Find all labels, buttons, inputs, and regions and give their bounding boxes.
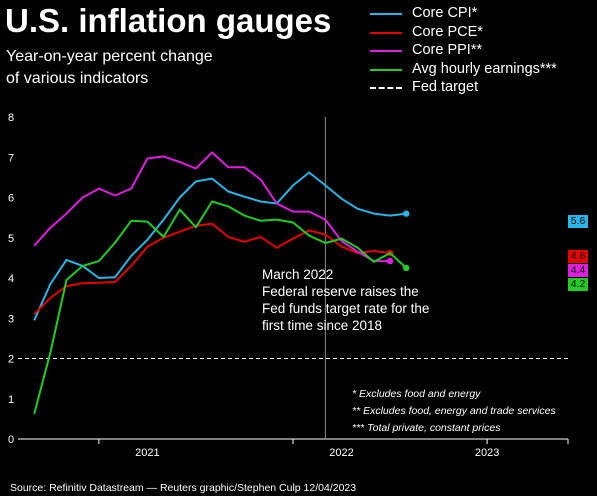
- y-tick-label: 2: [8, 354, 14, 366]
- annotation-line-3: Fed funds target rate for the: [262, 301, 430, 316]
- legend-swatch-core-ppi: [370, 50, 402, 52]
- legend-item-core-cpi: Core CPI*: [370, 5, 597, 23]
- series-end-marker-avg-hourly-earnings: [403, 264, 410, 272]
- x-tick-label: 2023: [475, 447, 499, 459]
- series-line-core-pce: [33, 222, 391, 315]
- y-tick-label: 4: [8, 273, 14, 285]
- legend-item-fed-target: Fed target: [370, 79, 597, 97]
- legend-item-core-ppi: Core PPI**: [370, 42, 597, 60]
- end-value-badge-core-pce: 4.6: [568, 250, 588, 263]
- legend-swatch-core-pce: [370, 31, 402, 34]
- legend-label-core-pce: Core PCE*: [412, 23, 483, 40]
- chart-title: U.S. inflation gauges: [5, 2, 332, 39]
- series-end-marker-core-cpi: [403, 210, 410, 217]
- y-tick-label: 8: [8, 112, 14, 124]
- rate-hike-annotation: March 2022 Federal reserve raises the Fe…: [262, 266, 429, 334]
- series-end-marker-core-ppi: [386, 257, 394, 265]
- source-credit: Source: Refinitiv Datastream — Reuters g…: [10, 482, 357, 494]
- legend-swatch-core-cpi: [370, 13, 402, 15]
- annotation-line-1: March 2022: [262, 267, 334, 282]
- series-line-core-cpi: [33, 171, 407, 321]
- end-value-badge-avg-hourly-earnings: 4.2: [568, 278, 588, 291]
- legend-item-avg-hourly-earnings: Avg hourly earnings***: [370, 61, 597, 79]
- y-tick-label: 3: [8, 313, 14, 325]
- legend-label-core-ppi: Core PPI**: [412, 42, 483, 58]
- end-value-badge-core-ppi: 4.4: [568, 264, 588, 277]
- legend-item-core-pce: Core PCE*: [370, 24, 597, 42]
- axis-layer: 0 1 2 3 4 5 6 7 8 2021 2022 2023: [8, 112, 569, 459]
- x-tick-label: 2022: [329, 447, 353, 459]
- footnote-3: *** Total private, constant prices: [352, 422, 501, 434]
- chart-subtitle-line-1: Year-on-year percent change: [6, 48, 213, 65]
- y-tick-label: 1: [8, 394, 14, 406]
- footnote-1: * Excludes food and energy: [352, 388, 481, 400]
- y-tick-label: 6: [8, 193, 14, 205]
- legend-label-avg-hourly-earnings: Avg hourly earnings***: [412, 60, 557, 77]
- footnote-2: ** Excludes food, energy and trade servi…: [352, 405, 556, 417]
- chart-subtitle-line-2: of various indicators: [6, 70, 149, 87]
- y-tick-label: 0: [8, 434, 14, 446]
- legend-swatch-avg-hourly-earnings: [370, 68, 402, 71]
- footnotes: * Excludes food and energy ** Excludes f…: [352, 386, 556, 437]
- legend-label-core-cpi: Core CPI*: [412, 5, 478, 21]
- series-layer: [33, 151, 410, 415]
- y-tick-label: 5: [8, 233, 14, 245]
- series-line-core-ppi: [33, 151, 391, 263]
- end-value-badge-core-cpi: 5.6: [568, 215, 588, 228]
- annotation-line-4: first time since 2018: [262, 318, 383, 333]
- x-tick-label: 2021: [135, 447, 159, 459]
- annotation-line-2: Federal reserve raises the: [262, 284, 419, 299]
- legend-label-fed-target: Fed target: [412, 79, 479, 95]
- y-tick-label: 7: [8, 152, 14, 164]
- legend-swatch-fed-target: [370, 87, 402, 89]
- series-line-avg-hourly-earnings: [33, 200, 407, 415]
